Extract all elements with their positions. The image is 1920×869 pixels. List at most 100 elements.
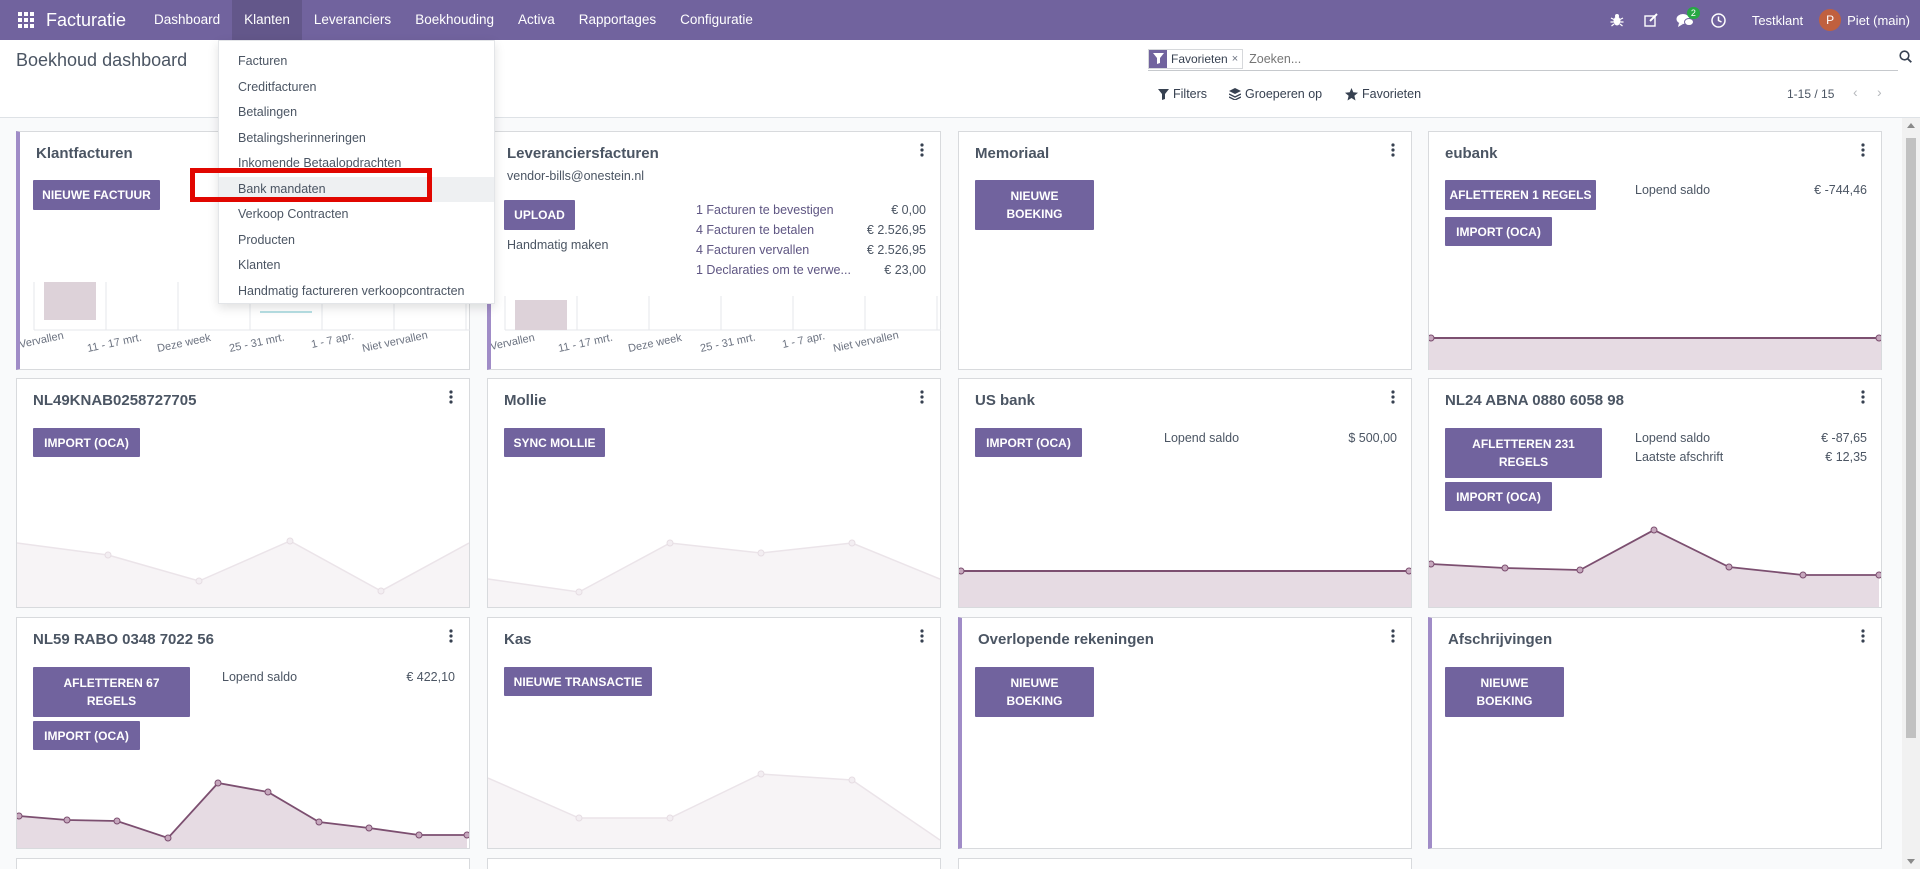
journal-title[interactable]: Klantfacturen	[36, 145, 133, 162]
search-input[interactable]	[1249, 51, 1898, 66]
stat-label-to-pay[interactable]: 4 Facturen te betalen	[696, 223, 815, 237]
stat-label-overdue[interactable]: 4 Facturen vervallen	[696, 243, 810, 257]
axis-label-4: 1 - 7 apr.	[781, 330, 826, 351]
menu-boekhouding[interactable]: Boekhouding	[415, 12, 495, 27]
menu-item-betalingsherinneringen[interactable]: Betalingsherinneringen	[238, 130, 366, 145]
journal-card-nl24: NL24 ABNA 0880 6058 98 AFLETTEREN 231 RE…	[1428, 378, 1882, 608]
new-transaction-button[interactable]: NIEUWE TRANSACTIE	[504, 667, 652, 696]
menu-dashboard[interactable]: Dashboard	[154, 12, 221, 27]
kebab-menu-icon[interactable]	[1387, 628, 1399, 644]
pager-next-icon[interactable]: ›	[1877, 84, 1882, 100]
top-navbar: Facturatie Dashboard Klanten Leverancier…	[0, 0, 1920, 40]
favorites-label: Favorieten	[1362, 87, 1422, 101]
favorites-button[interactable]: Favorieten	[1345, 87, 1421, 101]
import-oca-button[interactable]: IMPORT (OCA)	[975, 428, 1082, 457]
bank-balance-chart	[1429, 334, 1881, 370]
journal-title[interactable]: Overlopende rekeningen	[978, 631, 1154, 648]
import-oca-button[interactable]: IMPORT (OCA)	[1445, 217, 1552, 246]
new-entry-button[interactable]: NIEUWE BOEKING	[975, 180, 1094, 230]
kebab-menu-icon[interactable]	[1857, 389, 1869, 405]
filters-label: Filters	[1173, 87, 1208, 101]
apps-menu-icon[interactable]	[14, 0, 38, 40]
journal-title[interactable]: NL49KNAB0258727705	[33, 392, 197, 409]
menu-item-creditfacturen[interactable]: Creditfacturen	[238, 79, 317, 94]
menu-item-betalingen[interactable]: Betalingen	[238, 105, 298, 119]
reconcile-button[interactable]: AFLETTEREN 1 REGELS	[1445, 180, 1596, 210]
kebab-menu-icon[interactable]	[445, 389, 457, 405]
edit-icon[interactable]	[1634, 0, 1668, 40]
remove-facet-icon[interactable]: ×	[1231, 52, 1239, 65]
pager-previous-icon[interactable]: ‹	[1853, 84, 1858, 100]
kebab-menu-icon[interactable]	[445, 628, 457, 644]
klanten-dropdown-menu: Facturen Creditfacturen Betalingen Betal…	[218, 40, 495, 304]
new-invoice-button[interactable]: NIEUWE FACTUUR	[33, 180, 160, 210]
journal-title[interactable]: NL24 ABNA 0880 6058 98	[1445, 392, 1624, 409]
sync-mollie-button[interactable]: SYNC MOLLIE	[504, 428, 605, 457]
menu-klanten[interactable]: Klanten	[232, 0, 302, 40]
page-scrollbar[interactable]	[1902, 118, 1920, 869]
vendor-bills-bar-chart: Vervallen 11 - 17 mrt. Deze week 25 - 31…	[491, 296, 941, 355]
menu-configuratie[interactable]: Configuratie	[680, 12, 753, 27]
manual-create-link[interactable]: Handmatig maken	[507, 238, 609, 252]
menu-item-handmatig-factureren[interactable]: Handmatig factureren verkoopcontracten	[238, 283, 465, 298]
search-icon[interactable]	[1899, 50, 1912, 66]
scrollbar-thumb[interactable]	[1906, 138, 1916, 738]
menu-rapportages[interactable]: Rapportages	[578, 12, 657, 27]
user-menu[interactable]: P Piet (main)	[1813, 9, 1920, 31]
menu-item-facturen[interactable]: Facturen	[238, 54, 288, 68]
journal-card-mollie: Mollie SYNC MOLLIE	[487, 378, 941, 608]
reconcile-button[interactable]: AFLETTEREN 67 REGELS	[33, 667, 190, 717]
scroll-up-icon[interactable]	[1907, 123, 1915, 128]
filter-icon	[1149, 49, 1167, 68]
scroll-down-icon[interactable]	[1907, 859, 1915, 864]
stat-label-expenses[interactable]: 1 Declaraties om te verwe...	[696, 263, 851, 277]
menu-item-klanten[interactable]: Klanten	[238, 258, 281, 272]
import-oca-button[interactable]: IMPORT (OCA)	[33, 428, 140, 457]
messages-count-badge: 2	[1686, 7, 1700, 19]
journal-card-partial	[487, 858, 941, 869]
import-oca-button[interactable]: IMPORT (OCA)	[1445, 482, 1552, 511]
journal-title[interactable]: Leveranciersfacturen	[507, 145, 659, 162]
kebab-menu-icon[interactable]	[1857, 628, 1869, 644]
menu-item-producten[interactable]: Producten	[238, 232, 295, 247]
messages-icon[interactable]: 2	[1668, 0, 1702, 40]
upload-button[interactable]: UPLOAD	[504, 200, 575, 230]
search-bar: Favorieten ×	[1148, 47, 1912, 71]
bank-balance-chart	[959, 567, 1411, 607]
kebab-menu-icon[interactable]	[916, 628, 928, 644]
new-entry-button[interactable]: NIEUWE BOEKING	[975, 667, 1094, 717]
stat-label-to-confirm[interactable]: 1 Facturen te bevestigen	[696, 203, 834, 217]
journal-title[interactable]: Kas	[504, 631, 532, 648]
app-name[interactable]: Facturatie	[46, 9, 127, 30]
kebab-menu-icon[interactable]	[1857, 142, 1869, 158]
menu-item-bank-mandaten[interactable]: Bank mandaten	[219, 176, 494, 202]
axis-label-4: 1 - 7 apr.	[310, 330, 355, 351]
menu-item-verkoop-contracten[interactable]: Verkoop Contracten	[238, 207, 349, 221]
axis-label-5: Niet vervallen	[361, 329, 429, 355]
menu-activa[interactable]: Activa	[518, 12, 555, 27]
filters-button[interactable]: Filters	[1158, 87, 1207, 101]
axis-label-1: 11 - 17 mrt.	[86, 332, 143, 355]
axis-label-3: 25 - 31 mrt.	[699, 332, 757, 355]
journal-title[interactable]: Memoriaal	[975, 145, 1050, 162]
menu-item-inkomende-betaalopdrachten[interactable]: Inkomende Betaalopdrachten	[238, 156, 402, 170]
journal-title[interactable]: Afschrijvingen	[1448, 631, 1553, 648]
journal-title[interactable]: US bank	[975, 392, 1036, 409]
group-by-button[interactable]: Groeperen op	[1229, 87, 1322, 101]
kebab-menu-icon[interactable]	[916, 142, 928, 158]
journal-title[interactable]: Mollie	[504, 392, 547, 409]
reconcile-button[interactable]: AFLETTEREN 231 REGELS	[1445, 428, 1602, 478]
kebab-menu-icon[interactable]	[1387, 389, 1399, 405]
axis-label-3: 25 - 31 mrt.	[228, 332, 286, 355]
kebab-menu-icon[interactable]	[916, 389, 928, 405]
new-entry-button[interactable]: NIEUWE BOEKING	[1445, 667, 1564, 717]
import-oca-button[interactable]: IMPORT (OCA)	[33, 721, 140, 750]
journal-title[interactable]: NL59 RABO 0348 7022 56	[33, 631, 214, 648]
user-name: Piet (main)	[1847, 12, 1910, 28]
journal-title[interactable]: eubank	[1445, 145, 1498, 162]
company-switcher[interactable]: Testklant	[1751, 12, 1804, 28]
bug-icon[interactable]	[1600, 0, 1634, 40]
clock-icon[interactable]	[1702, 0, 1736, 40]
kebab-menu-icon[interactable]	[1387, 142, 1399, 158]
menu-leveranciers[interactable]: Leveranciers	[313, 12, 392, 27]
